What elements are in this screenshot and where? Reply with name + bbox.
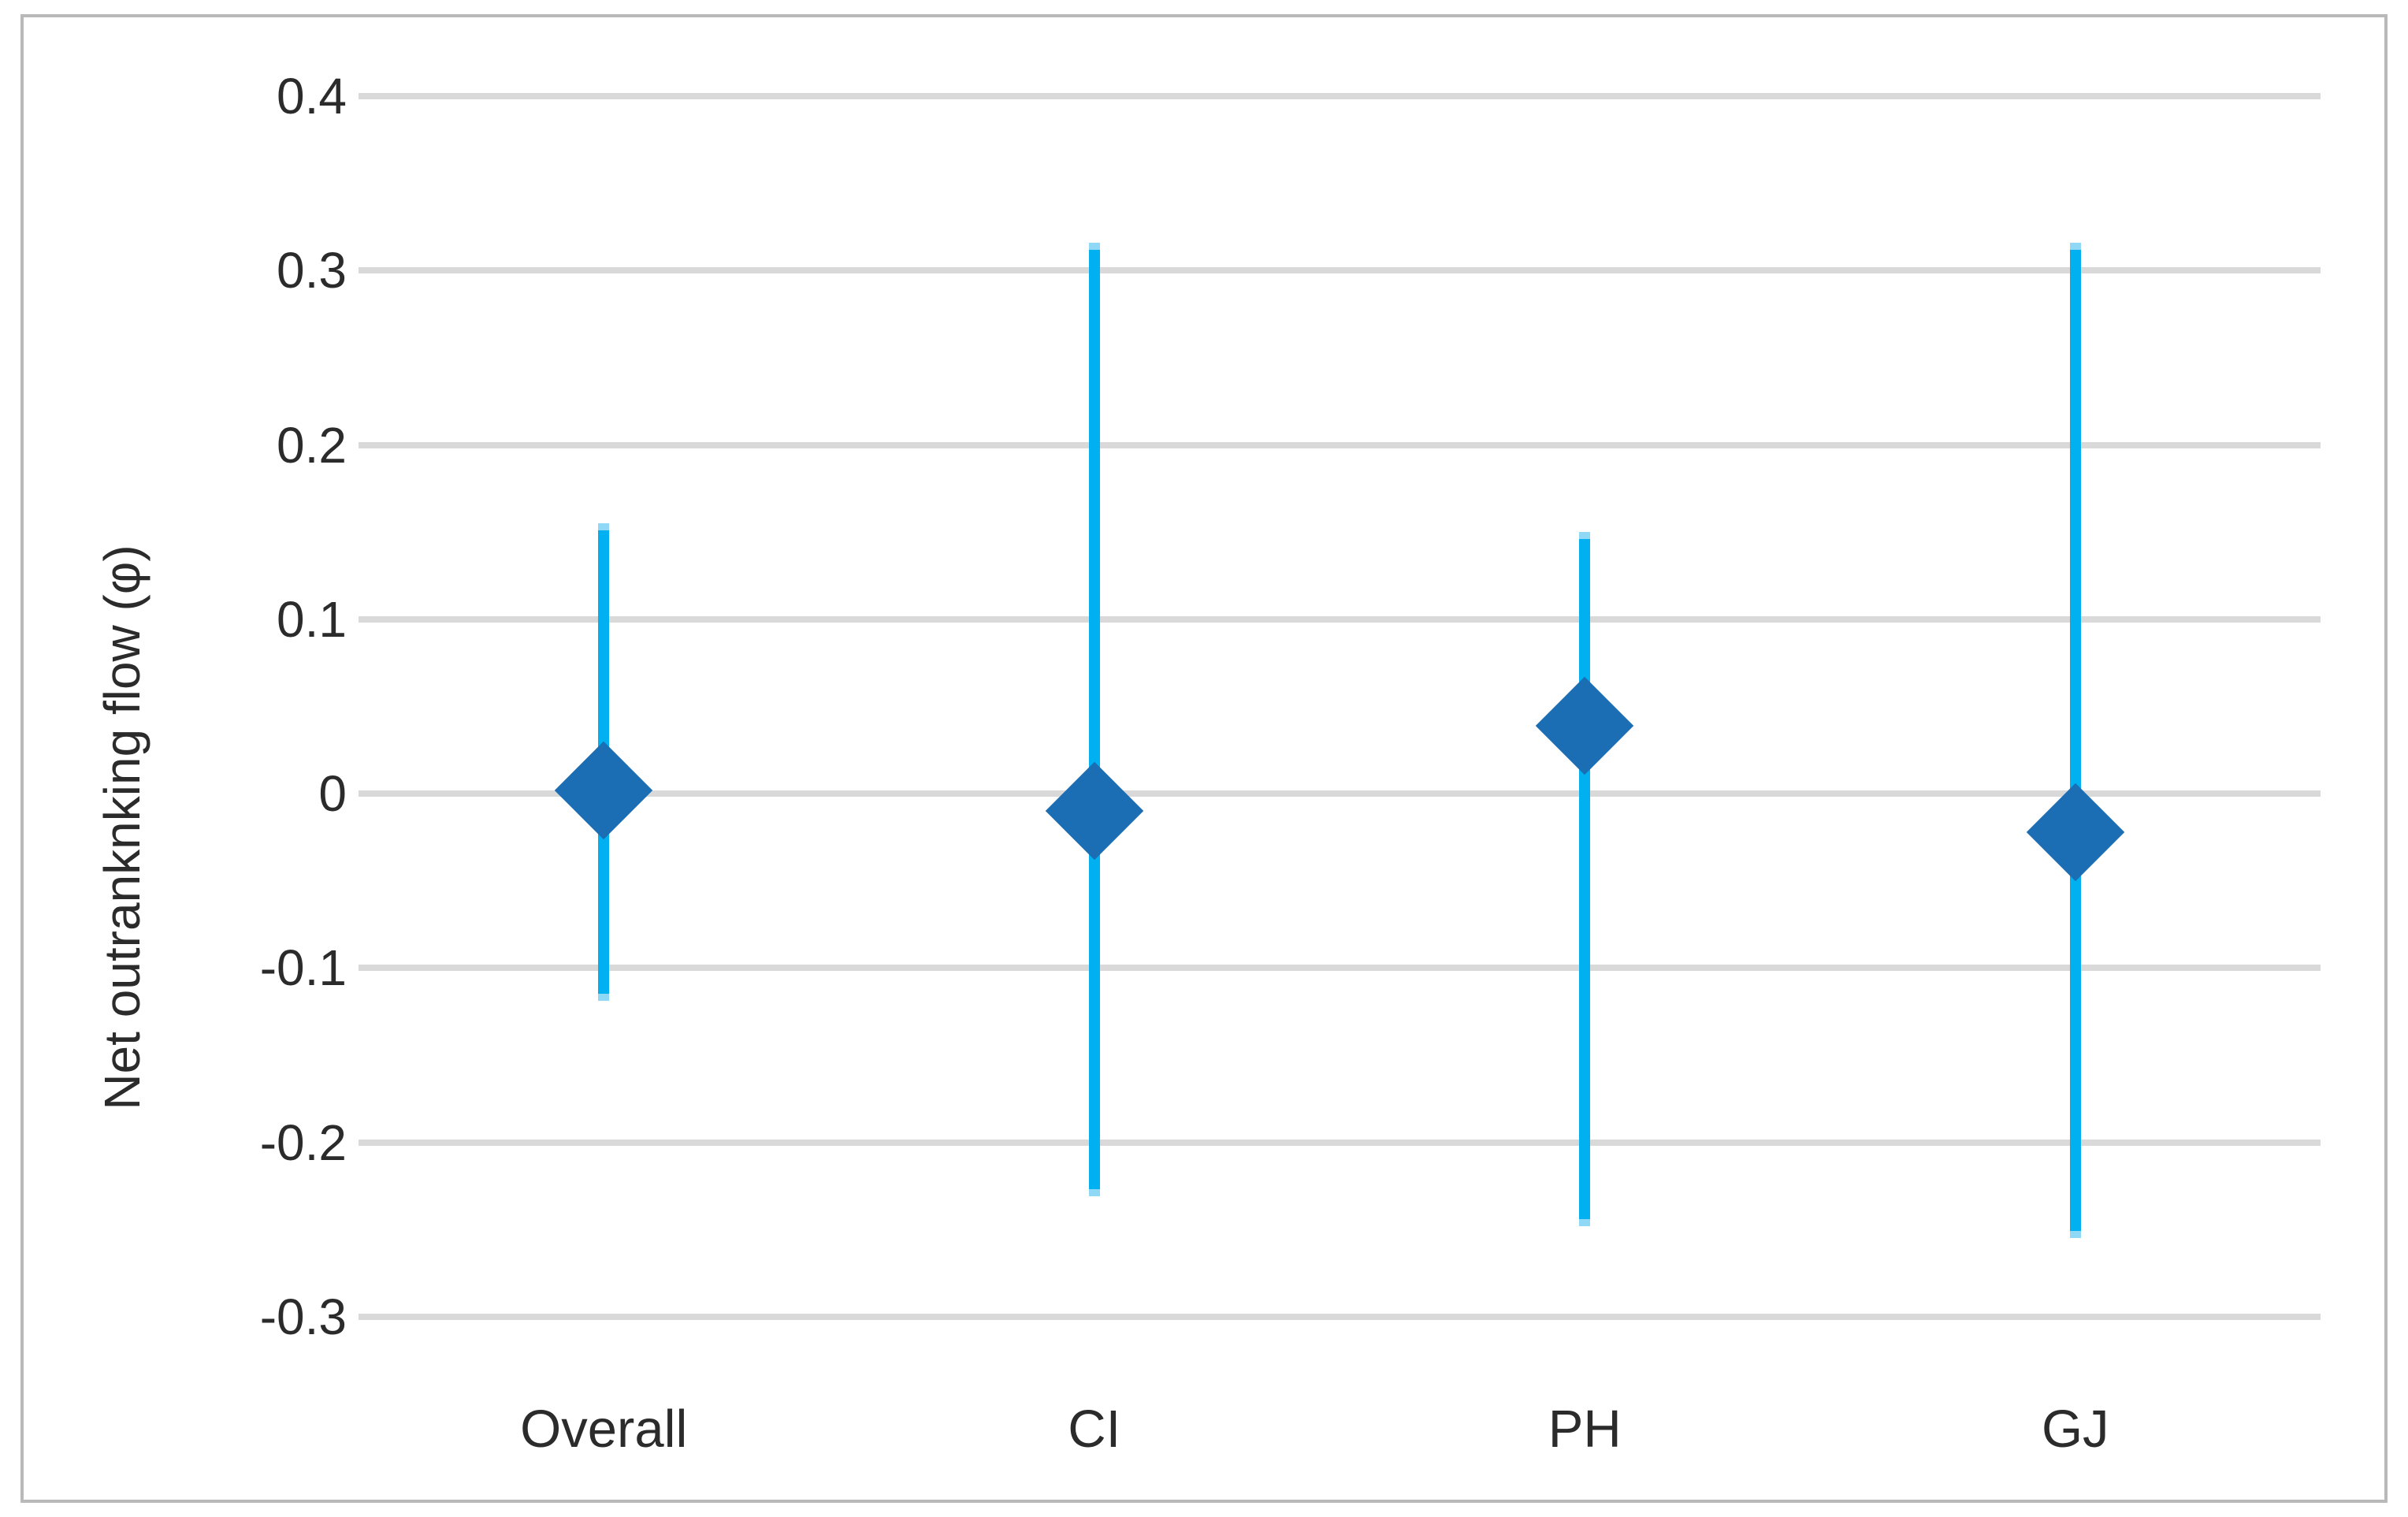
x-category-label: GJ — [2041, 1400, 2109, 1459]
gridline — [359, 965, 2321, 972]
y-tick-label: 0.2 — [277, 416, 347, 474]
gridline — [359, 441, 2321, 448]
gridline — [359, 1314, 2321, 1320]
gridline — [359, 790, 2321, 798]
y-tick-label: -0.2 — [259, 1114, 347, 1171]
y-tick-label: -0.3 — [259, 1288, 347, 1345]
error-bar — [1579, 532, 1591, 1226]
chart-frame-border — [20, 14, 2388, 1503]
error-bar — [2069, 242, 2081, 1239]
gridline — [359, 1139, 2321, 1146]
y-tick-label: 0.3 — [277, 242, 347, 299]
y-tick-label: 0.4 — [277, 68, 347, 125]
x-category-label: PH — [1548, 1400, 1622, 1459]
y-tick-label: 0 — [318, 765, 347, 823]
y-tick-label: 0.1 — [277, 590, 347, 648]
error-bar — [1088, 242, 1100, 1197]
gridline — [359, 267, 2321, 274]
x-category-label: CI — [1068, 1400, 1121, 1459]
y-tick-label: -0.1 — [259, 939, 347, 997]
gridline — [359, 93, 2321, 99]
gridline — [359, 615, 2321, 623]
x-category-label: Overall — [520, 1400, 688, 1459]
